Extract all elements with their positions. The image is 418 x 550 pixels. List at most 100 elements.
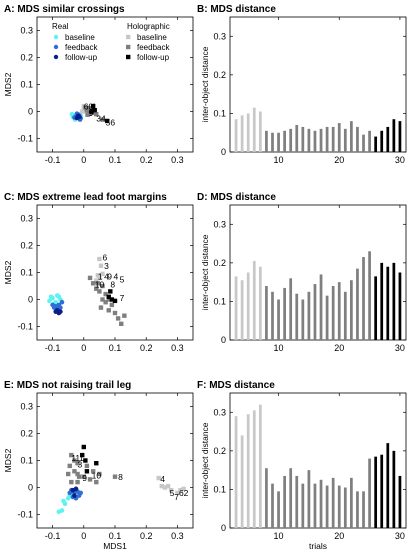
point	[84, 463, 90, 469]
bar	[240, 435, 244, 528]
bar	[246, 113, 250, 152]
x-tick-label: 0.3	[171, 343, 184, 353]
point	[87, 477, 93, 482]
x-tick-label: 0	[81, 531, 86, 541]
point	[159, 483, 164, 489]
bar	[271, 132, 274, 152]
plot-frame	[229, 16, 407, 153]
point	[156, 475, 161, 481]
point	[48, 294, 54, 300]
bar	[289, 278, 293, 340]
legend-header-holo: Holographic	[127, 22, 170, 31]
bar	[337, 123, 341, 152]
point	[77, 114, 82, 120]
bar	[277, 132, 280, 152]
legend-marker	[126, 44, 131, 50]
bar	[301, 483, 305, 528]
point-label: 11	[71, 453, 80, 463]
bar	[343, 128, 347, 152]
point	[112, 474, 118, 479]
point-label: 7	[174, 492, 179, 502]
point	[115, 316, 121, 321]
bar	[289, 468, 293, 528]
point	[58, 305, 63, 310]
point	[84, 469, 90, 474]
y-axis-label: inter-object distance	[200, 234, 210, 310]
y-tick-label: 0.1	[213, 296, 226, 306]
x-tick-label: 20	[334, 343, 344, 353]
bar	[240, 280, 244, 340]
bar	[325, 126, 329, 152]
x-tick-label: 0.3	[171, 155, 184, 165]
point	[103, 291, 108, 297]
bar	[307, 470, 311, 528]
bar	[374, 276, 378, 340]
point-label: 6	[179, 488, 184, 498]
y-tick-label: 0.3	[20, 26, 33, 36]
point	[100, 271, 105, 277]
bar	[271, 291, 274, 340]
point	[108, 289, 113, 294]
bar	[301, 126, 305, 152]
point-label: 1	[98, 272, 103, 282]
bar	[356, 268, 359, 340]
point-label: 8	[118, 472, 123, 482]
y-axis-label: MDS2	[3, 448, 13, 472]
x-axis-label: MDS1	[103, 541, 127, 550]
bar	[277, 491, 280, 528]
point	[72, 493, 77, 498]
point	[95, 281, 101, 286]
y-tick-label: 0.1	[20, 268, 33, 278]
bar	[398, 272, 402, 340]
x-tick-label: 0.3	[171, 531, 184, 541]
point	[69, 479, 74, 485]
panel-title: B: MDS distance	[197, 4, 276, 15]
point	[75, 479, 80, 485]
bar	[265, 130, 268, 152]
bar	[325, 295, 329, 340]
panel-a: A: MDS similar crossings -0.1 0 0.1 0.2 0.3 -0…	[3, 4, 194, 165]
point	[47, 298, 52, 304]
bar	[307, 291, 311, 340]
bar	[362, 257, 365, 340]
point-label: 6	[103, 253, 108, 263]
x-tick-label: 0.2	[140, 531, 153, 541]
panel-title: A: MDS similar crossings	[4, 4, 125, 15]
point	[162, 485, 168, 490]
y-tick-label: 0.3	[20, 402, 33, 412]
point-label: 4	[104, 272, 109, 282]
point	[80, 452, 85, 458]
bar	[258, 404, 262, 528]
point-label: 6	[110, 117, 115, 127]
panel-e: E: MDS not raising trail leg -0.1 0 0.1 0.2 0…	[3, 380, 194, 550]
bar	[252, 260, 256, 340]
point	[94, 112, 99, 117]
bar	[271, 483, 274, 528]
panel-d: D: MDS distance 0 0.1 0.2 0.3 10 20 30 inter-obj…	[197, 192, 407, 353]
bar	[380, 454, 384, 528]
point	[83, 458, 88, 463]
point	[112, 310, 118, 316]
point	[106, 308, 111, 313]
y-tick-label: 0.2	[213, 446, 226, 456]
plot-frame	[229, 204, 407, 341]
point	[84, 107, 90, 113]
point	[81, 444, 86, 450]
point-label: 8	[110, 280, 115, 290]
bar	[386, 443, 390, 528]
point-label: 1	[92, 102, 97, 112]
bar	[350, 280, 353, 340]
bar	[325, 485, 329, 528]
point	[109, 297, 115, 302]
point-label: 5	[106, 117, 111, 127]
y-tick-label: 0	[28, 107, 33, 117]
y-tick-label: 0.1	[213, 108, 226, 118]
y-axis-label: MDS2	[3, 260, 13, 284]
point-label: 4	[113, 272, 118, 282]
bar	[283, 287, 286, 340]
bar	[343, 291, 347, 340]
bar	[368, 251, 371, 340]
point	[175, 490, 180, 496]
point	[81, 107, 86, 113]
y-tick-label: 0	[28, 483, 33, 493]
